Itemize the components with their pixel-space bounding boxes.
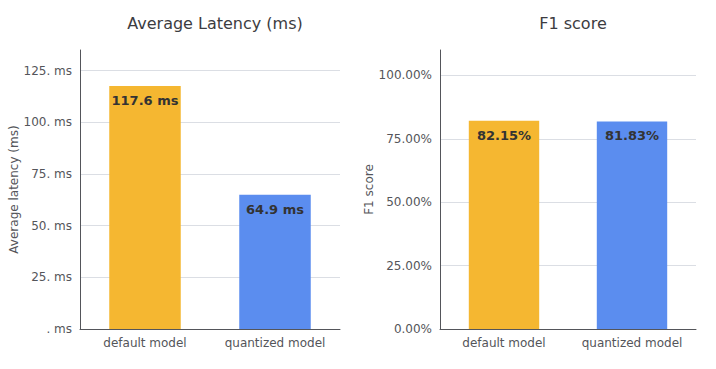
svg-text:default model: default model [462, 336, 545, 350]
svg-text:81.83%: 81.83% [605, 128, 659, 143]
svg-text:25. ms: 25. ms [31, 270, 72, 284]
svg-text:F1 score: F1 score [539, 14, 606, 33]
svg-text:Average latency (ms): Average latency (ms) [7, 125, 21, 253]
svg-text:quantized model: quantized model [225, 336, 326, 350]
svg-text:75.00%: 75.00% [386, 132, 432, 146]
svg-text:0.00%: 0.00% [394, 322, 432, 336]
svg-text:100.00%: 100.00% [379, 68, 432, 82]
svg-text:100. ms: 100. ms [24, 115, 72, 129]
svg-text:25.00%: 25.00% [386, 259, 432, 273]
svg-text:default model: default model [103, 336, 186, 350]
svg-text:64.9 ms: 64.9 ms [246, 202, 304, 217]
svg-text:F1 score: F1 score [362, 164, 376, 215]
svg-text:50. ms: 50. ms [31, 219, 72, 233]
svg-text:125. ms: 125. ms [24, 64, 72, 78]
svg-text:. ms: . ms [46, 322, 72, 336]
svg-text:82.15%: 82.15% [477, 128, 531, 143]
svg-text:50.00%: 50.00% [386, 195, 432, 209]
svg-text:75. ms: 75. ms [31, 167, 72, 181]
svg-text:Average Latency (ms): Average Latency (ms) [127, 14, 303, 33]
svg-text:quantized model: quantized model [582, 336, 683, 350]
svg-text:117.6 ms: 117.6 ms [112, 93, 179, 108]
